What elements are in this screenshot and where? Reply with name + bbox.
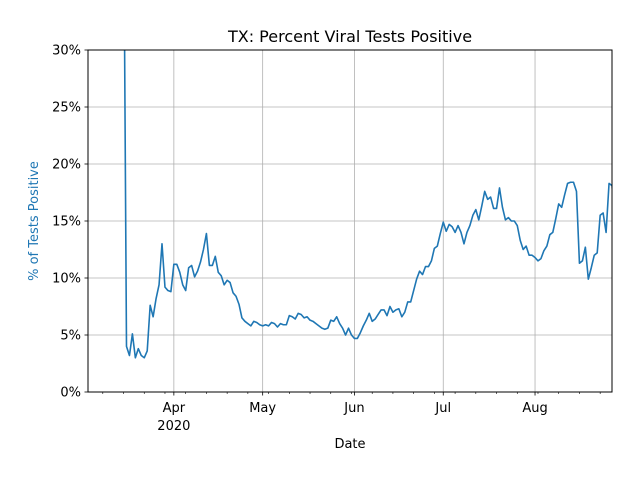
series-layer: [123, 50, 612, 359]
grid-lines: [88, 49, 612, 393]
x-axis-label: Date: [334, 437, 365, 452]
x-tick-sublabel: 2020: [157, 419, 190, 434]
axis-ticks: 0% 5% 10% 15% 20% 25% 30% Apr 2020 May Jun Jul Aug: [52, 44, 601, 434]
y-tick-label: 5%: [60, 329, 81, 344]
chart-title: TX: Percent Viral Tests Positive: [227, 27, 472, 46]
x-tick-label: May: [249, 401, 276, 416]
x-tick-label: Apr: [163, 401, 186, 416]
series-line: [123, 50, 612, 359]
y-tick-label: 30%: [52, 44, 81, 59]
y-tick-label: 20%: [52, 158, 81, 173]
y-tick-label: 25%: [52, 101, 81, 116]
y-tick-label: 0%: [60, 386, 81, 401]
x-tick-label: Jun: [343, 401, 364, 416]
x-tick-label: Jul: [434, 401, 451, 416]
y-axis-label: % of Tests Positive: [27, 161, 42, 281]
y-tick-label: 15%: [52, 215, 81, 230]
x-tick-label: Aug: [522, 401, 547, 416]
y-tick-label: 10%: [52, 272, 81, 287]
